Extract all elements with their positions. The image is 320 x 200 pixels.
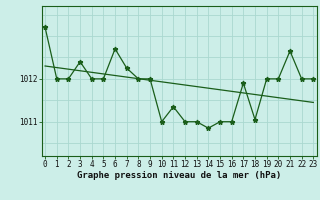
- X-axis label: Graphe pression niveau de la mer (hPa): Graphe pression niveau de la mer (hPa): [77, 171, 281, 180]
